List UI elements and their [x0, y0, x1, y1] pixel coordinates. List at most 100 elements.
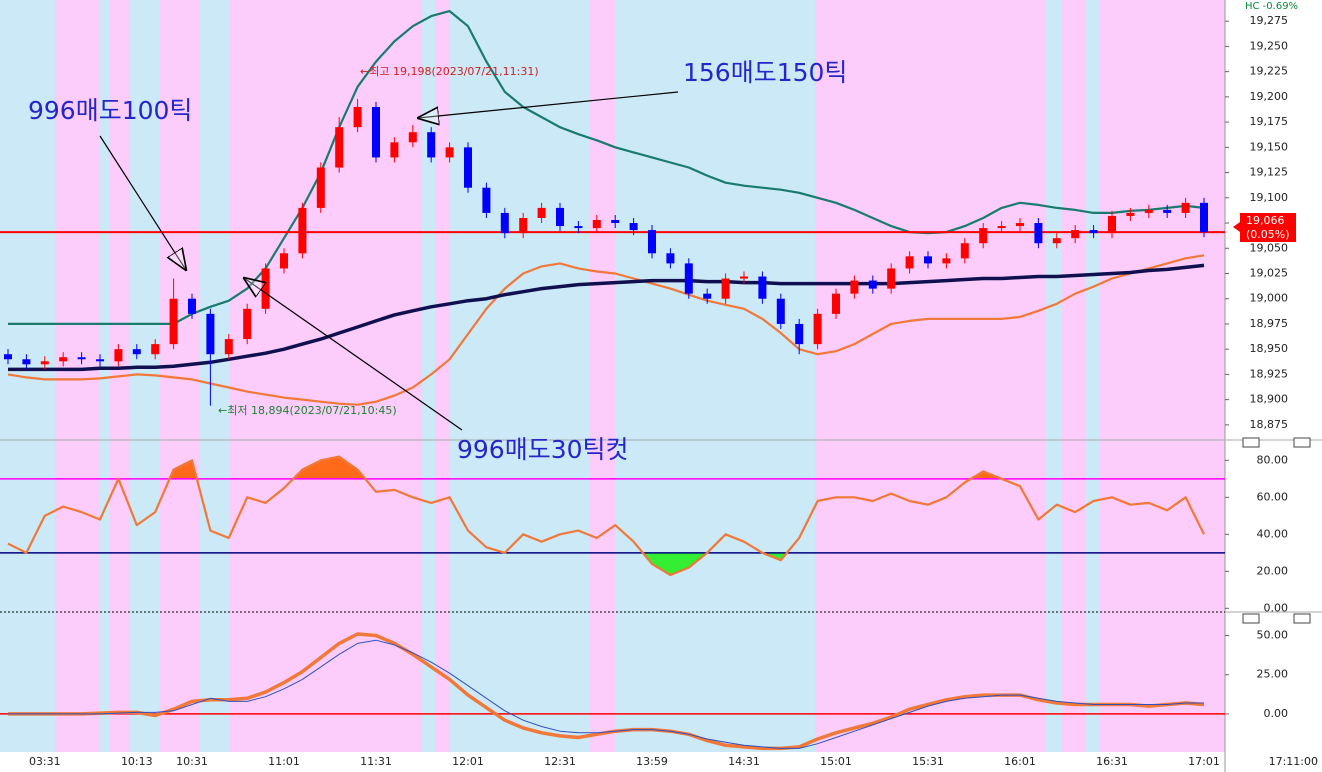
- price-pointer: [1233, 222, 1240, 232]
- candle-body: [445, 147, 454, 158]
- y-tick-label: 18,975: [1250, 317, 1289, 330]
- candle-body: [1126, 212, 1135, 216]
- candle-body: [77, 357, 86, 360]
- candle-body: [813, 313, 822, 345]
- candle-body: [500, 212, 509, 234]
- level-fill: [642, 552, 787, 575]
- candle-body: [1144, 209, 1153, 213]
- level-fill: [118, 456, 1002, 479]
- candle-body: [592, 220, 601, 229]
- candle-body: [132, 349, 141, 355]
- x-tick-label: 11:01: [268, 755, 300, 768]
- candle-body: [335, 127, 344, 168]
- candle-body: [151, 344, 160, 355]
- candle-body: [96, 359, 104, 362]
- y-tick-label: 19,250: [1250, 39, 1289, 52]
- candle-body: [776, 298, 785, 324]
- candle-body: [1163, 209, 1172, 213]
- y-tick-label: 19,200: [1250, 90, 1289, 103]
- candle-body: [924, 256, 932, 264]
- y-tick-label: 19,025: [1250, 266, 1289, 279]
- candle-body: [887, 268, 896, 289]
- time-now: 17:11:00: [1269, 755, 1318, 768]
- overlay-line: [7, 254, 1205, 406]
- candle-body: [703, 293, 712, 299]
- candle-body: [224, 339, 233, 355]
- y-tick-label: 80.00: [1257, 453, 1289, 466]
- y-tick-label: 19,275: [1250, 14, 1289, 27]
- candle-body: [960, 243, 969, 259]
- y-tick-label: 19,150: [1250, 140, 1289, 153]
- candle-body: [427, 132, 436, 158]
- y-tick-label: 19,050: [1250, 241, 1289, 254]
- candle-body: [464, 147, 472, 188]
- x-tick-label: 10:13: [121, 755, 153, 768]
- candle-body: [832, 293, 840, 314]
- x-tick-label: 16:01: [1004, 755, 1036, 768]
- x-tick-label: 13:59: [636, 755, 668, 768]
- x-tick-label: 15:31: [912, 755, 944, 768]
- y-tick-label: 19,225: [1250, 65, 1289, 78]
- y-tick-label: 60.00: [1257, 490, 1289, 503]
- plot-area: 18,875 18,900 18,925 18,950 18,975 19,000 19,0…: [0, 10, 1289, 768]
- candle-body: [372, 106, 380, 158]
- x-tick-label: 16:31: [1096, 755, 1128, 768]
- candle-body: [850, 280, 859, 294]
- candle-body: [574, 226, 583, 229]
- annotation: 996매도30틱컷: [457, 435, 629, 464]
- price-label: 19,066: [1246, 214, 1285, 227]
- annotation: 996매도100틱: [28, 96, 192, 125]
- x-tick-label: 17:01: [1188, 755, 1220, 768]
- x-tick-label: 12:31: [544, 755, 576, 768]
- y-tick-label: 19,125: [1250, 166, 1289, 179]
- price-box: [1240, 213, 1296, 242]
- annotation-arrows: [99, 91, 679, 431]
- series-line: [7, 455, 1205, 577]
- candle-body: [1200, 202, 1208, 233]
- candle-body: [629, 223, 638, 231]
- y-tick-label: 18,925: [1250, 367, 1289, 380]
- y-tick-label: 18,950: [1250, 342, 1289, 355]
- candle-body: [758, 276, 767, 299]
- candle-body: [353, 106, 362, 128]
- candle-body: [243, 308, 252, 340]
- x-tick-label: 14:31: [728, 755, 760, 768]
- y-tick-label: 0.00: [1264, 601, 1289, 614]
- x-tick-label: 03:31: [29, 755, 61, 768]
- x-tick-label: 10:31: [176, 755, 208, 768]
- candle-body: [1089, 230, 1098, 234]
- candle-body: [40, 361, 49, 365]
- annotation: 156매도150틱: [683, 58, 847, 87]
- candle-body: [979, 228, 988, 244]
- y-tick-label: 50.00: [1257, 629, 1289, 642]
- candle-body: [1071, 230, 1080, 239]
- candle-body: [169, 298, 178, 345]
- candle-body: [1052, 238, 1061, 244]
- series-line: [8, 639, 1204, 749]
- candle-body: [1181, 202, 1190, 213]
- candle-body: [942, 258, 951, 264]
- candle-body: [868, 280, 877, 289]
- y-tick-label: 19,000: [1250, 292, 1289, 305]
- x-tick-label: 11:31: [360, 755, 392, 768]
- y-tick-label: 18,900: [1250, 393, 1289, 406]
- candle-body: [556, 207, 564, 227]
- price-change: (0.05%): [1246, 228, 1290, 241]
- candle-body: [519, 217, 528, 234]
- candle-body: [905, 256, 914, 269]
- candle-body: [59, 357, 68, 362]
- y-tick-label: 25.00: [1257, 668, 1289, 681]
- low-annotation: ←최저 18,894(2023/07/21,10:45): [218, 404, 397, 417]
- candle-body: [1034, 223, 1043, 244]
- candle-body: [261, 268, 270, 309]
- y-tick-label: 19,175: [1250, 115, 1289, 128]
- x-tick-label: 15:01: [820, 755, 852, 768]
- candle-body: [611, 220, 620, 224]
- y-tick-label: 19,100: [1250, 191, 1289, 204]
- candle-body: [721, 278, 730, 299]
- candle-body: [537, 207, 546, 218]
- candle-body: [316, 167, 325, 208]
